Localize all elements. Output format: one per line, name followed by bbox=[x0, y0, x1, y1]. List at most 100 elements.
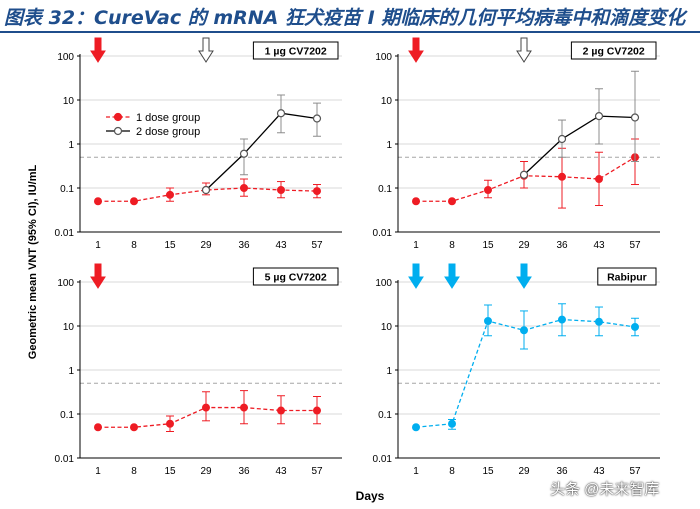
data-point bbox=[312, 114, 322, 123]
y-tick-label: 0.01 bbox=[373, 228, 393, 239]
data-point bbox=[277, 186, 285, 195]
data-point bbox=[313, 187, 321, 196]
data-point bbox=[484, 186, 492, 195]
x-tick-label: 8 bbox=[131, 466, 137, 477]
data-point bbox=[313, 406, 321, 415]
panel-title: 2 µg CV7202 bbox=[583, 46, 645, 58]
panel-2: 0.01 0.1 1 10 100 1 8 15 29 36 43 57 2 µg CV7202 bbox=[373, 37, 660, 251]
y-tick-label: 100 bbox=[375, 278, 392, 289]
y-tick-label: 10 bbox=[381, 322, 393, 333]
y-tick-label: 10 bbox=[63, 96, 75, 107]
data-point bbox=[240, 403, 248, 412]
title-rule bbox=[0, 31, 700, 33]
data-point bbox=[595, 175, 603, 184]
x-tick-label: 15 bbox=[164, 466, 176, 477]
data-point bbox=[276, 109, 286, 118]
x-tick-label: 15 bbox=[164, 240, 176, 251]
panel-title: 1 µg CV7202 bbox=[265, 46, 327, 58]
x-tick-label: 29 bbox=[518, 466, 530, 477]
data-point bbox=[201, 185, 211, 195]
x-tick-label: 1 bbox=[95, 240, 101, 251]
x-tick-label: 15 bbox=[482, 466, 494, 477]
panel-title: 5 µg CV7202 bbox=[265, 272, 327, 284]
panel-title: Rabipur bbox=[607, 272, 647, 284]
x-tick-label: 57 bbox=[311, 240, 323, 251]
data-point bbox=[239, 149, 249, 158]
x-tick-label: 57 bbox=[629, 240, 641, 251]
data-point bbox=[94, 197, 102, 206]
y-tick-label: 0.1 bbox=[378, 184, 392, 195]
series-line bbox=[523, 115, 636, 176]
legend-label: 1 dose group bbox=[136, 112, 200, 124]
x-tick-label: 36 bbox=[556, 240, 568, 251]
data-point bbox=[166, 419, 174, 428]
x-tick-label: 1 bbox=[413, 466, 419, 477]
x-tick-label: 1 bbox=[95, 466, 101, 477]
panel-title-box bbox=[252, 41, 339, 60]
x-tick-label: 57 bbox=[629, 466, 641, 477]
x-tick-label: 8 bbox=[449, 240, 455, 251]
data-point bbox=[557, 134, 567, 144]
dose-arrow bbox=[408, 37, 424, 63]
data-point bbox=[558, 172, 566, 181]
dose-arrow bbox=[198, 37, 214, 63]
data-point bbox=[448, 419, 456, 428]
data-point bbox=[519, 170, 529, 179]
data-point bbox=[166, 190, 174, 199]
data-point bbox=[631, 322, 639, 331]
data-point bbox=[130, 423, 138, 432]
x-tick-label: 29 bbox=[518, 240, 530, 251]
y-tick-label: 0.01 bbox=[373, 454, 393, 465]
data-point bbox=[412, 197, 420, 206]
y-tick-label: 0.01 bbox=[55, 228, 75, 239]
x-tick-label: 8 bbox=[131, 240, 137, 251]
dose-arrow bbox=[408, 263, 424, 289]
x-axis-label: Days bbox=[356, 489, 385, 503]
x-tick-label: 29 bbox=[200, 240, 212, 251]
data-point bbox=[277, 406, 285, 415]
y-tick-label: 100 bbox=[57, 278, 74, 289]
data-point bbox=[202, 403, 210, 412]
data-point bbox=[558, 315, 566, 324]
watermark: 头条 @未来智库 bbox=[550, 481, 660, 498]
legend-marker bbox=[113, 126, 123, 136]
x-tick-label: 36 bbox=[556, 466, 568, 477]
dose-arrow bbox=[90, 263, 106, 289]
x-tick-label: 15 bbox=[482, 240, 494, 251]
panel-title-box bbox=[252, 267, 339, 286]
data-point bbox=[630, 113, 640, 122]
x-tick-label: 1 bbox=[413, 240, 419, 251]
y-tick-label: 100 bbox=[57, 52, 74, 63]
y-tick-label: 0.1 bbox=[60, 410, 74, 421]
dose-arrow bbox=[90, 37, 106, 63]
y-tick-label: 10 bbox=[63, 322, 75, 333]
y-tick-label: 100 bbox=[375, 52, 392, 63]
panel-1: 0.01 0.1 1 10 100 1 8 15 29 36 43 57 1 µg CV7202 1 do… bbox=[55, 37, 342, 251]
panel-title-box bbox=[570, 41, 657, 60]
panel-title-box bbox=[597, 267, 657, 286]
y-axis-label: Geometric mean VNT (95% CI), IU/mL bbox=[27, 165, 39, 360]
x-tick-label: 36 bbox=[238, 466, 250, 477]
dose-arrow bbox=[516, 263, 532, 289]
y-tick-label: 10 bbox=[381, 96, 393, 107]
x-tick-label: 43 bbox=[275, 240, 287, 251]
x-tick-label: 43 bbox=[275, 466, 287, 477]
y-tick-label: 0.1 bbox=[60, 184, 74, 195]
x-tick-label: 8 bbox=[449, 466, 455, 477]
x-tick-label: 29 bbox=[200, 466, 212, 477]
panel-4: 0.01 0.1 1 10 100 1 8 15 29 36 43 57 Rabipur bbox=[373, 263, 660, 477]
x-tick-label: 43 bbox=[593, 240, 605, 251]
x-tick-label: 43 bbox=[593, 466, 605, 477]
dose-arrow bbox=[444, 263, 460, 289]
dose-arrow bbox=[516, 37, 532, 63]
data-point bbox=[240, 184, 248, 192]
legend-label: 2 dose group bbox=[136, 126, 200, 138]
y-tick-label: 1 bbox=[68, 366, 74, 377]
data-point bbox=[94, 423, 102, 432]
series-line bbox=[205, 112, 318, 191]
data-point bbox=[130, 197, 138, 206]
legend-marker bbox=[113, 112, 123, 122]
data-point bbox=[448, 197, 456, 206]
y-tick-label: 1 bbox=[386, 366, 392, 377]
